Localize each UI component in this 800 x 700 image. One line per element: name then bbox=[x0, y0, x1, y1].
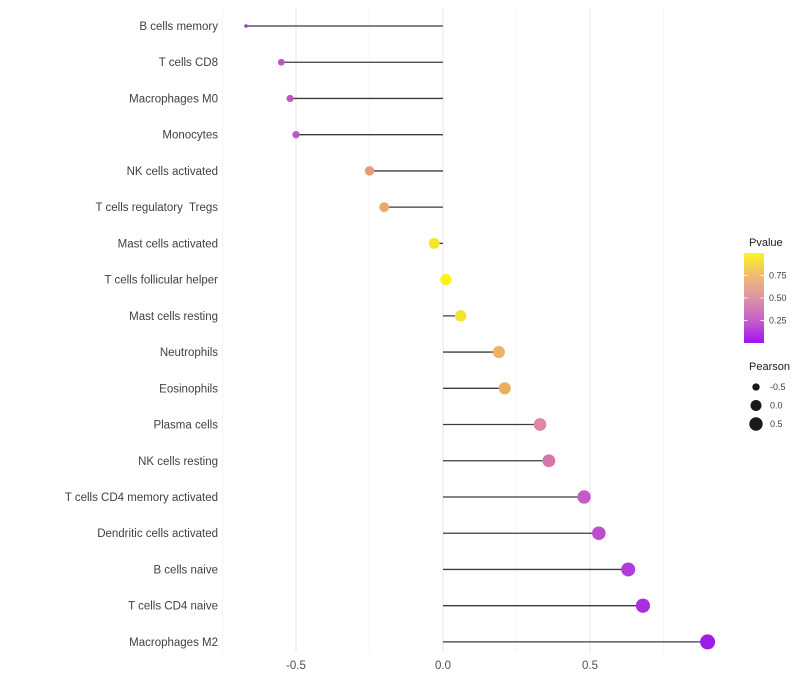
lollipop-dot bbox=[700, 634, 716, 650]
category-label: T cells CD4 memory activated bbox=[65, 492, 218, 504]
category-label: Mast cells resting bbox=[129, 311, 218, 323]
pvalue-tick-label: 0.50 bbox=[769, 293, 787, 303]
pearson-size-dot bbox=[752, 383, 760, 391]
category-label: Plasma cells bbox=[153, 420, 218, 432]
category-label: Eosinophils bbox=[159, 383, 218, 395]
category-label: B cells naive bbox=[153, 564, 218, 576]
lollipop-dot bbox=[244, 24, 248, 28]
category-label: T cells follicular helper bbox=[104, 275, 218, 287]
pvalue-gradient-ticks: 0.75 0.50 0.25 bbox=[744, 271, 787, 326]
lollipop-dot bbox=[498, 382, 511, 395]
lollipop-dot bbox=[635, 598, 651, 613]
lollipop-dot bbox=[379, 202, 390, 213]
chart-row: Mast cells activated bbox=[118, 237, 443, 250]
chart-row: NK cells resting bbox=[138, 454, 556, 468]
lollipop-dot bbox=[533, 418, 547, 431]
chart-row: Plasma cells bbox=[153, 418, 547, 432]
lollipop-dot bbox=[454, 310, 467, 322]
pvalue-tick-label: 0.75 bbox=[769, 271, 787, 281]
pvalue-legend-title: Pvalue bbox=[749, 237, 783, 249]
lollipop-dot bbox=[577, 490, 591, 504]
chart-row: T cells follicular helper bbox=[104, 274, 452, 287]
chart-row: T cells CD4 memory activated bbox=[65, 490, 591, 504]
chart-row: T cells CD8 bbox=[159, 57, 443, 69]
category-label: T cells CD4 naive bbox=[128, 601, 218, 613]
category-label: Dendritic cells activated bbox=[97, 528, 218, 540]
legend: Pvalue 0.75 0.50 0.25 Pearson -0.5 0.0 0.5 bbox=[744, 237, 790, 431]
chart-row: B cells naive bbox=[153, 562, 636, 577]
chart-row: Eosinophils bbox=[159, 382, 511, 395]
pearson-legend-title: Pearson bbox=[749, 361, 790, 373]
lollipop-dot bbox=[364, 166, 375, 176]
category-label: B cells memory bbox=[139, 21, 218, 33]
category-label: Monocytes bbox=[162, 130, 218, 142]
x-tick-label: -0.5 bbox=[286, 660, 306, 672]
pearson-size-label: -0.5 bbox=[770, 382, 786, 392]
pvalue-tick-label: 0.25 bbox=[769, 316, 787, 326]
lollipop-dot bbox=[292, 131, 300, 139]
category-label: T cells CD8 bbox=[159, 57, 218, 69]
category-label: NK cells resting bbox=[138, 456, 218, 468]
chart-row: Dendritic cells activated bbox=[97, 526, 606, 540]
chart-row: Neutrophils bbox=[160, 346, 505, 359]
category-label: Neutrophils bbox=[160, 347, 218, 359]
chart-row: Macrophages M2 bbox=[129, 634, 716, 650]
chart-row: Monocytes bbox=[162, 130, 443, 142]
pearson-size-dot bbox=[750, 399, 762, 412]
pearson-size-items: -0.5 0.0 0.5 bbox=[749, 382, 786, 431]
chart-row: B cells memory bbox=[139, 21, 443, 33]
x-axis-tick-labels: -0.5 0.0 0.5 bbox=[286, 660, 598, 672]
lollipop-dot bbox=[428, 237, 440, 249]
lollipop-dot bbox=[542, 454, 556, 468]
x-tick-label: 0.5 bbox=[582, 660, 598, 672]
chart-row: T cells regulatory Tregs bbox=[95, 202, 443, 214]
lollipop-dot bbox=[592, 526, 606, 540]
lollipop-dot bbox=[440, 274, 452, 286]
pvalue-gradient-bar bbox=[744, 253, 764, 343]
pearson-size-label: 0.5 bbox=[770, 419, 783, 429]
pearson-size-label: 0.0 bbox=[770, 401, 783, 411]
chart-row: NK cells activated bbox=[127, 166, 443, 178]
x-tick-label: 0.0 bbox=[435, 660, 451, 672]
chart-row: T cells CD4 naive bbox=[128, 598, 651, 613]
chart-row: Macrophages M0 bbox=[129, 93, 443, 105]
category-label: T cells regulatory Tregs bbox=[95, 202, 218, 214]
gridlines bbox=[222, 8, 664, 652]
category-label: NK cells activated bbox=[127, 166, 218, 178]
lollipop-dot bbox=[286, 94, 294, 103]
chart-rows: B cells memory T cells CD8 Macrophages M0 M… bbox=[65, 21, 716, 650]
lollipop-dot bbox=[492, 346, 505, 359]
lollipop-dot bbox=[621, 562, 636, 577]
category-label: Mast cells activated bbox=[118, 238, 218, 250]
category-label: Macrophages M2 bbox=[129, 637, 218, 649]
pearson-size-dot bbox=[749, 417, 763, 431]
chart-row: Mast cells resting bbox=[129, 310, 467, 323]
lollipop-dot bbox=[277, 58, 285, 66]
category-label: Macrophages M0 bbox=[129, 93, 218, 105]
